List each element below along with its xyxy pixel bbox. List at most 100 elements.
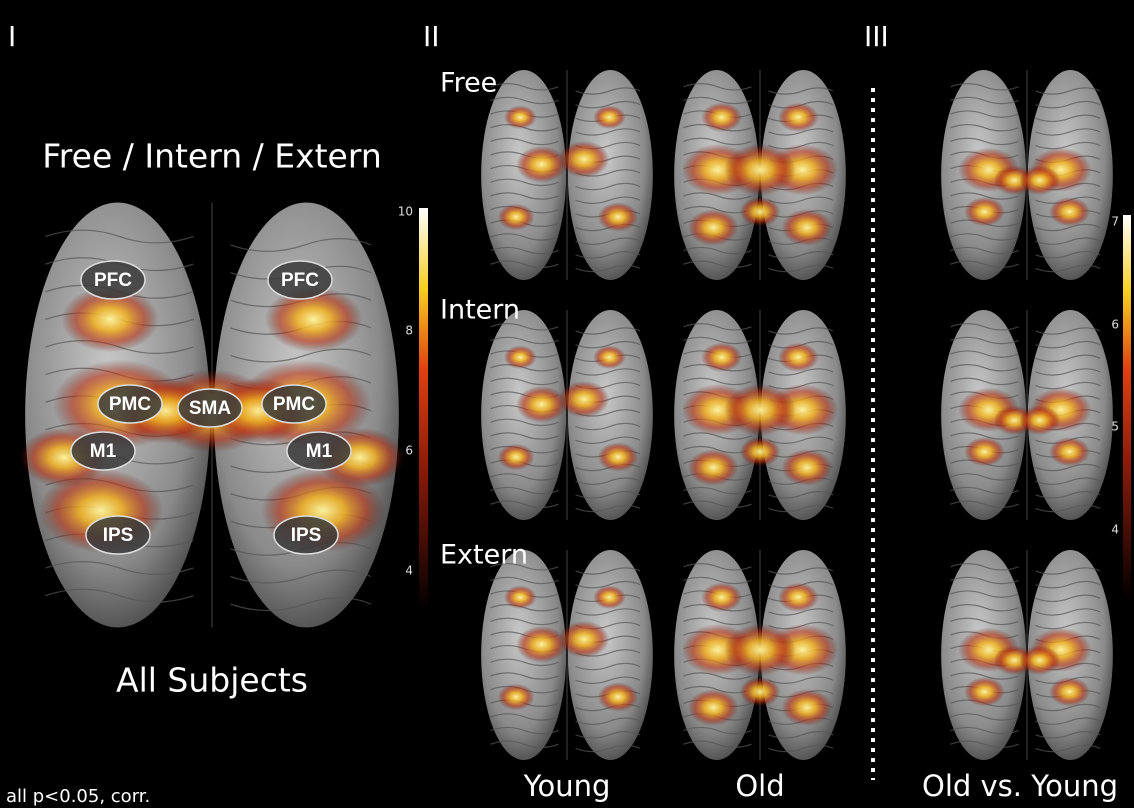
activation bbox=[503, 105, 537, 130]
sulcus bbox=[45, 588, 372, 612]
sulcus bbox=[490, 260, 641, 273]
sulcus bbox=[490, 486, 641, 499]
sulcus bbox=[683, 726, 834, 739]
brain-images bbox=[19, 70, 1113, 760]
sulcus bbox=[490, 576, 641, 589]
activation bbox=[739, 197, 781, 227]
sulcus bbox=[950, 576, 1101, 589]
panel-title: Free / Intern / Extern bbox=[42, 137, 382, 176]
sulcus bbox=[490, 713, 641, 725]
activation bbox=[497, 443, 535, 471]
sulcus bbox=[490, 83, 641, 95]
sulcus bbox=[490, 740, 641, 753]
region-label: PFC bbox=[281, 270, 319, 291]
sulcus bbox=[683, 486, 834, 499]
sulcus bbox=[683, 83, 834, 95]
sulcus bbox=[490, 473, 641, 485]
activation bbox=[264, 286, 363, 353]
sulcus bbox=[950, 350, 1101, 363]
activation bbox=[964, 197, 1005, 227]
colorbar-tick-label: 4 bbox=[405, 564, 413, 578]
activation bbox=[558, 140, 610, 178]
sulcus bbox=[950, 246, 1101, 259]
sulcus bbox=[490, 726, 641, 739]
sulcus bbox=[950, 124, 1101, 136]
sulcus bbox=[683, 500, 834, 513]
region-marker bbox=[273, 515, 339, 555]
region-marker bbox=[177, 388, 243, 428]
sulcus bbox=[490, 233, 641, 245]
sulcus bbox=[950, 563, 1101, 575]
region-marker bbox=[261, 384, 327, 424]
sulcus bbox=[490, 418, 641, 431]
sulcus bbox=[950, 486, 1101, 499]
sulcus bbox=[950, 260, 1101, 273]
sulcus bbox=[683, 260, 834, 273]
colorbar-ticks: 10 8 6 4 7 6 5 4 bbox=[398, 205, 1119, 578]
sulcus bbox=[45, 561, 372, 584]
region-marker bbox=[70, 431, 136, 471]
activation bbox=[687, 449, 739, 486]
sulcus bbox=[490, 96, 641, 109]
sulcus bbox=[950, 336, 1101, 349]
row-label: Intern bbox=[440, 295, 520, 326]
activation bbox=[597, 202, 639, 232]
panel-label: I bbox=[8, 20, 16, 53]
activation bbox=[687, 689, 739, 726]
panel-label: III bbox=[864, 20, 889, 53]
sulcus bbox=[683, 563, 834, 575]
activation bbox=[777, 102, 819, 132]
activation bbox=[1049, 437, 1090, 467]
colorbar-tick-label: 6 bbox=[1111, 318, 1119, 332]
colorbar-tick-label: 6 bbox=[405, 444, 413, 458]
sulcus bbox=[490, 563, 641, 575]
activation bbox=[1049, 677, 1090, 707]
region-label: SMA bbox=[189, 398, 232, 419]
activation bbox=[964, 437, 1005, 467]
activation bbox=[516, 146, 567, 183]
activation bbox=[781, 449, 833, 486]
sulcus bbox=[490, 432, 641, 444]
sulcus bbox=[490, 500, 641, 513]
activation bbox=[724, 384, 796, 436]
region-label: M1 bbox=[306, 441, 333, 462]
colorbar-tick-label: 7 bbox=[1111, 215, 1119, 229]
sulcus bbox=[950, 137, 1101, 150]
activation bbox=[558, 620, 610, 658]
sulcus bbox=[683, 740, 834, 753]
sulcus bbox=[490, 178, 641, 191]
activation bbox=[558, 380, 610, 418]
colorbar-tick-label: 5 bbox=[1111, 420, 1119, 434]
activation bbox=[724, 624, 796, 676]
activation bbox=[593, 345, 626, 370]
sulcus bbox=[950, 364, 1101, 376]
colorbar bbox=[419, 208, 428, 610]
region-label: IPS bbox=[103, 525, 134, 546]
activation bbox=[497, 203, 535, 231]
activation bbox=[724, 144, 796, 196]
sulcus bbox=[950, 96, 1101, 109]
activation bbox=[593, 585, 626, 610]
sulcus bbox=[950, 473, 1101, 485]
region-label: IPS bbox=[291, 525, 322, 546]
sulcus bbox=[490, 246, 641, 259]
colorbar-tick-label: 8 bbox=[405, 324, 413, 338]
region-label: PMC bbox=[273, 394, 316, 415]
activation bbox=[739, 437, 781, 467]
row-label: Free bbox=[440, 68, 497, 99]
sulcus bbox=[490, 192, 641, 204]
column-label: Young bbox=[523, 769, 611, 803]
activation bbox=[1019, 405, 1061, 435]
sulcus bbox=[950, 83, 1101, 95]
activation bbox=[516, 626, 567, 663]
activation bbox=[701, 582, 743, 612]
activation bbox=[593, 105, 626, 130]
sulcus bbox=[683, 192, 834, 204]
colorbar-tick-label: 10 bbox=[398, 205, 413, 219]
sulcus bbox=[490, 336, 641, 349]
sulcus bbox=[683, 246, 834, 259]
sulcus bbox=[950, 713, 1101, 725]
activation bbox=[701, 342, 743, 372]
activation bbox=[1019, 645, 1061, 675]
